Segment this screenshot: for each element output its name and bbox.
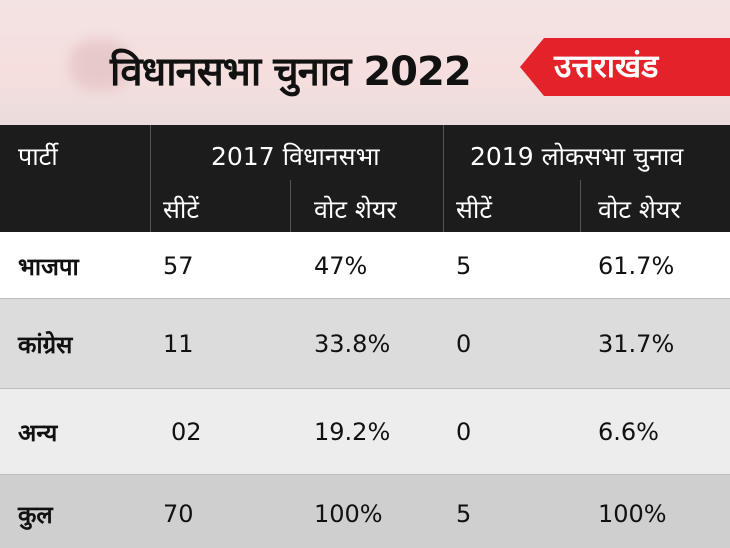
table-row-others: अन्य 02 19.2% 0 6.6% <box>0 388 730 474</box>
seats-2017: 70 <box>163 500 194 528</box>
table-row-bjp: भाजपा 57 47% 5 61.7% <box>0 232 730 298</box>
table-row-congress: कांग्रेस 11 33.8% 0 31.7% <box>0 298 730 388</box>
party-name: कुल <box>18 501 53 529</box>
col-header-seats-2019: सीटें <box>456 195 492 224</box>
col-header-vote-2019: वोट शेयर <box>598 195 681 224</box>
results-table: पार्टी 2017 विधानसभा 2019 लोकसभा चुनाव स… <box>0 125 730 548</box>
table-row-total: कुल 70 100% 5 100% <box>0 474 730 548</box>
vote-2019: 31.7% <box>598 330 675 358</box>
group-header-2019: 2019 लोकसभा चुनाव <box>470 142 684 171</box>
banner-title: विधानसभा चुनाव 2022 <box>110 49 472 95</box>
party-name: कांग्रेस <box>18 331 73 359</box>
seats-2017: 11 <box>163 330 194 358</box>
col-header-vote-2017: वोट शेयर <box>314 195 397 224</box>
seats-2019: 0 <box>456 418 472 446</box>
vote-2017: 19.2% <box>314 418 391 446</box>
seats-2019: 0 <box>456 330 472 358</box>
vote-2017: 47% <box>314 252 368 280</box>
party-header: पार्टी <box>18 142 58 171</box>
header-row-columns: सीटें वोट शेयर सीटें वोट शेयर <box>0 180 730 232</box>
seats-2019: 5 <box>456 500 472 528</box>
seats-2017: 57 <box>163 252 194 280</box>
vote-2019: 6.6% <box>598 418 659 446</box>
row-divider <box>0 388 730 389</box>
header-row-groups: पार्टी 2017 विधानसभा 2019 लोकसभा चुनाव <box>0 125 730 180</box>
seats-2019: 5 <box>456 252 472 280</box>
row-divider <box>0 474 730 475</box>
seats-2017: 02 <box>171 418 202 446</box>
banner: विधानसभा चुनाव 2022 उत्तराखंड <box>0 0 730 125</box>
vote-2019: 100% <box>598 500 667 528</box>
col-header-seats-2017: सीटें <box>163 195 199 224</box>
state-tag: उत्तराखंड <box>520 38 730 96</box>
state-tag-label: उत्तराखंड <box>554 47 659 85</box>
party-name: भाजपा <box>18 253 79 281</box>
group-header-2017: 2017 विधानसभा <box>211 142 380 171</box>
vote-2019: 61.7% <box>598 252 675 280</box>
party-name: अन्य <box>18 419 58 447</box>
vote-2017: 100% <box>314 500 383 528</box>
row-divider <box>0 298 730 299</box>
background-blur <box>70 40 130 90</box>
vote-2017: 33.8% <box>314 330 391 358</box>
